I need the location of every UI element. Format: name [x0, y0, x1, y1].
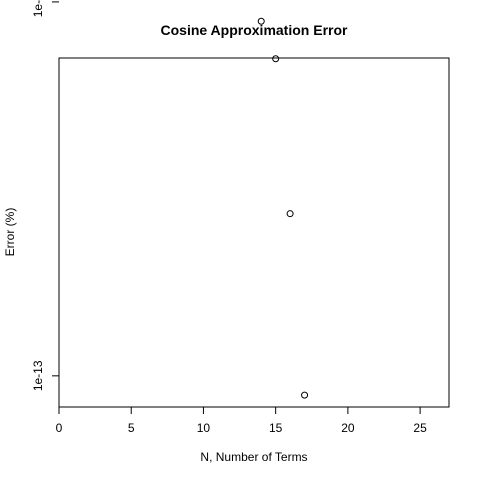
data-point: [286, 210, 294, 218]
y-tick-label: 1e-10: [31, 0, 45, 17]
y-tick-label: 1e-13: [31, 360, 45, 391]
x-tick-label: 20: [341, 421, 355, 435]
x-tick-label: 5: [128, 421, 135, 435]
x-tick-label: 15: [269, 421, 283, 435]
x-axis: 0 5 10 15 20 25: [56, 407, 427, 435]
data-points: [257, 17, 309, 399]
plot-frame: [58, 57, 450, 408]
x-tick-label: 25: [413, 421, 427, 435]
x-tick-label: 0: [56, 421, 63, 435]
chart-title: Cosine Approximation Error: [161, 22, 349, 38]
x-tick-label: 10: [197, 421, 211, 435]
data-point: [301, 391, 309, 399]
data-point: [272, 55, 280, 63]
data-point: [257, 17, 265, 25]
x-axis-label: N, Number of Terms: [200, 450, 307, 464]
y-axis-label: Error (%): [3, 208, 17, 257]
